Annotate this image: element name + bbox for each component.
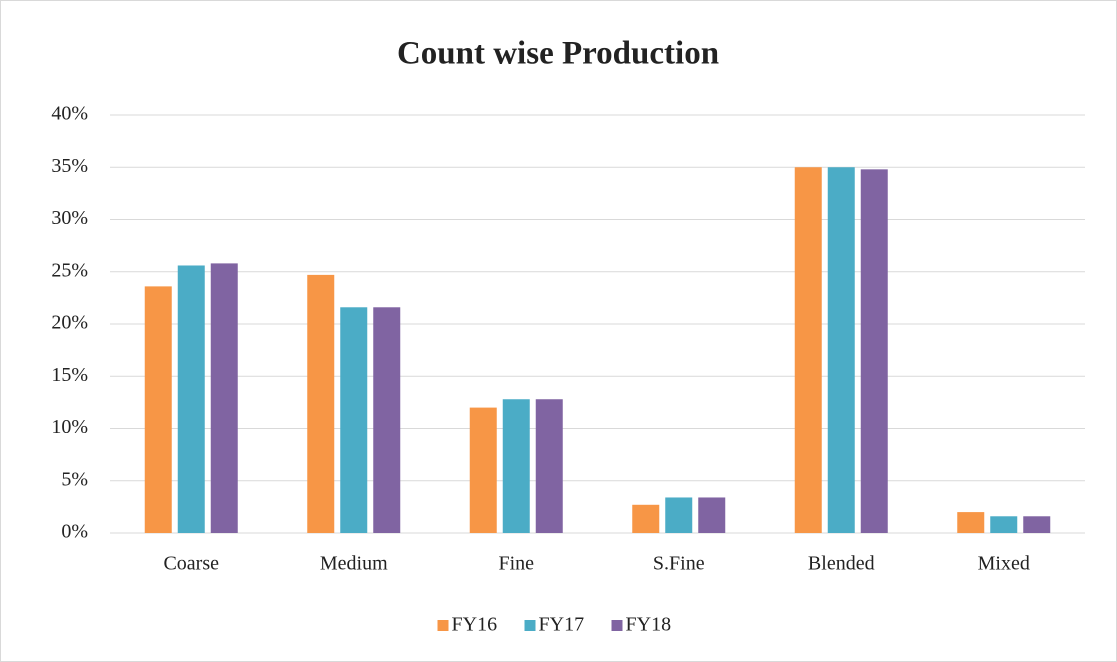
- chart-title: Count wise Production: [397, 36, 719, 72]
- bar: [957, 512, 985, 533]
- legend-swatch: [524, 620, 536, 631]
- bar: [502, 399, 530, 533]
- bar: [794, 167, 822, 533]
- x-tick-label: S.Fine: [653, 553, 705, 575]
- bar: [535, 399, 563, 533]
- bar: [990, 516, 1018, 533]
- y-tick-label: 0%: [61, 521, 88, 543]
- x-tick-label: Mixed: [978, 553, 1030, 575]
- legend-label: FY16: [452, 614, 498, 636]
- bar: [307, 274, 335, 533]
- y-tick-label: 25%: [51, 259, 88, 281]
- legend-label: FY18: [626, 614, 672, 636]
- bar: [698, 497, 726, 533]
- bar: [177, 265, 205, 533]
- y-tick-label: 10%: [51, 416, 88, 438]
- legend-swatch: [611, 620, 623, 631]
- bar: [860, 169, 888, 533]
- y-tick-label: 40%: [51, 103, 88, 125]
- y-tick-label: 20%: [51, 312, 88, 334]
- bar: [373, 307, 401, 533]
- bar: [632, 504, 660, 533]
- bar: [1023, 516, 1051, 533]
- x-tick-label: Coarse: [163, 553, 219, 575]
- bar: [340, 307, 368, 533]
- legend-swatch: [437, 620, 449, 631]
- bar: [665, 497, 693, 533]
- y-tick-label: 35%: [51, 155, 88, 177]
- y-tick-label: 5%: [61, 468, 88, 490]
- y-tick-label: 15%: [51, 364, 88, 386]
- x-tick-label: Blended: [808, 553, 875, 575]
- y-tick-label: 30%: [51, 207, 88, 229]
- bar: [210, 263, 238, 533]
- x-tick-label: Medium: [320, 553, 388, 575]
- legend-label: FY17: [539, 614, 585, 636]
- bar: [144, 286, 172, 533]
- bar: [469, 407, 497, 533]
- bar: [827, 167, 855, 533]
- x-tick-label: Fine: [498, 553, 534, 575]
